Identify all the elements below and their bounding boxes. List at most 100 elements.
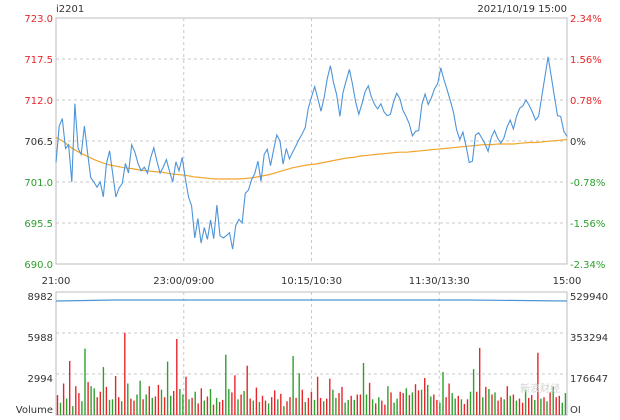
volume-axis: 8982 529940 5988 353294 2994 176647 Volume OI (16, 292, 608, 416)
volume-bar (69, 360, 71, 415)
time-tick-label: 15:00 (553, 276, 582, 287)
volume-bar (206, 396, 209, 415)
volume-bar (157, 384, 160, 415)
volume-bar (427, 384, 429, 415)
volume-bar (540, 398, 542, 415)
volume-bar (509, 395, 511, 415)
volume-bar (347, 399, 349, 415)
volume-bar (307, 397, 310, 415)
volume-bar (90, 386, 92, 415)
volume-bar (512, 394, 515, 415)
volume-bar (255, 387, 258, 415)
volume-bar (399, 391, 401, 415)
volume-bar (65, 398, 68, 415)
volume-bar (209, 389, 212, 415)
volume-bar (561, 402, 563, 415)
volume-bar (365, 394, 368, 415)
watermark-text: 新浪财经 (520, 382, 560, 395)
volume-bar (127, 383, 129, 415)
volume-bar (472, 369, 475, 415)
volume-bar (482, 397, 484, 415)
volume-bar (139, 380, 141, 415)
volume-bar (558, 395, 560, 415)
time-tick-label: 21:00 (42, 276, 71, 287)
volume-bar (173, 391, 175, 415)
volume-bar (292, 356, 294, 415)
volume-bar (454, 398, 456, 415)
volume-bar (234, 375, 236, 415)
volume-bar (145, 394, 147, 415)
volume-bar (384, 404, 386, 415)
volume-bar (335, 397, 337, 415)
volume-bar (142, 399, 144, 415)
time-tick-label: 23:00/09:00 (153, 276, 214, 287)
volume-bar (319, 397, 322, 415)
volume-bar (118, 397, 120, 415)
volume-bar (72, 406, 74, 415)
volume-bar (289, 397, 291, 415)
volume-bar (310, 391, 313, 415)
volume-bar (506, 386, 508, 415)
volume-bar (488, 389, 490, 415)
volume-bar (264, 400, 267, 415)
volume-bar (356, 394, 358, 415)
volume-bar (170, 395, 172, 415)
price-tick-label: 701.0 (24, 178, 53, 189)
volume-bar (479, 347, 481, 415)
volume-bar (555, 397, 557, 415)
volume-bar (503, 399, 505, 415)
volume-bar (417, 390, 420, 415)
volume-bar (332, 389, 334, 415)
volume-bar (218, 402, 221, 415)
volume-bar (277, 399, 279, 415)
oi-axis-label: OI (570, 405, 581, 416)
price-lines (55, 56, 568, 250)
price-line (55, 56, 568, 250)
volume-bar (396, 398, 398, 415)
volume-bar (359, 394, 362, 415)
volume-bar (283, 406, 285, 415)
volume-bar (102, 367, 105, 415)
percent-tick-label: -0.78% (570, 178, 605, 189)
volume-bar (136, 394, 138, 415)
volume-bar (362, 363, 365, 415)
volume-bar (84, 348, 86, 415)
volume-bar (430, 396, 432, 415)
volume-bar (176, 339, 178, 415)
volume-tick-label: 5988 (28, 333, 53, 344)
volume-bar (121, 401, 123, 415)
volume-bar (249, 398, 251, 415)
price-tick-label: 706.5 (24, 137, 53, 148)
volume-bar (466, 399, 469, 415)
percent-tick-label: 0% (570, 137, 586, 148)
volume-bar (424, 378, 426, 415)
percent-tick-label: -2.34% (570, 260, 605, 271)
volume-bar (114, 376, 117, 415)
volume-bar (267, 403, 270, 415)
volume-bar (344, 402, 346, 415)
volume-bar (375, 403, 377, 415)
volume-bar (491, 394, 493, 415)
volume-bar (457, 395, 459, 415)
volume-bar (515, 400, 518, 415)
volume-bar (188, 399, 190, 415)
volume-tick-label: 2994 (28, 374, 53, 385)
volume-bar (353, 399, 355, 415)
volume-bar (231, 392, 233, 415)
percent-tick-label: -1.56% (570, 219, 605, 230)
volume-tick-label: 8982 (28, 292, 53, 303)
volume-bar (154, 396, 157, 415)
volume-axis-label: Volume (16, 405, 53, 416)
volume-bar (313, 399, 316, 415)
volume-bar (59, 402, 62, 415)
volume-bar (537, 352, 539, 415)
volume-bar (528, 397, 530, 415)
volume-bar (99, 391, 101, 415)
volume-bar (295, 397, 297, 415)
volume-bar (108, 399, 111, 415)
volume-bar (476, 391, 478, 415)
volume-bar (543, 397, 545, 415)
volume-bar (301, 389, 303, 415)
time-tick-label: 11:30/13:30 (409, 276, 470, 287)
